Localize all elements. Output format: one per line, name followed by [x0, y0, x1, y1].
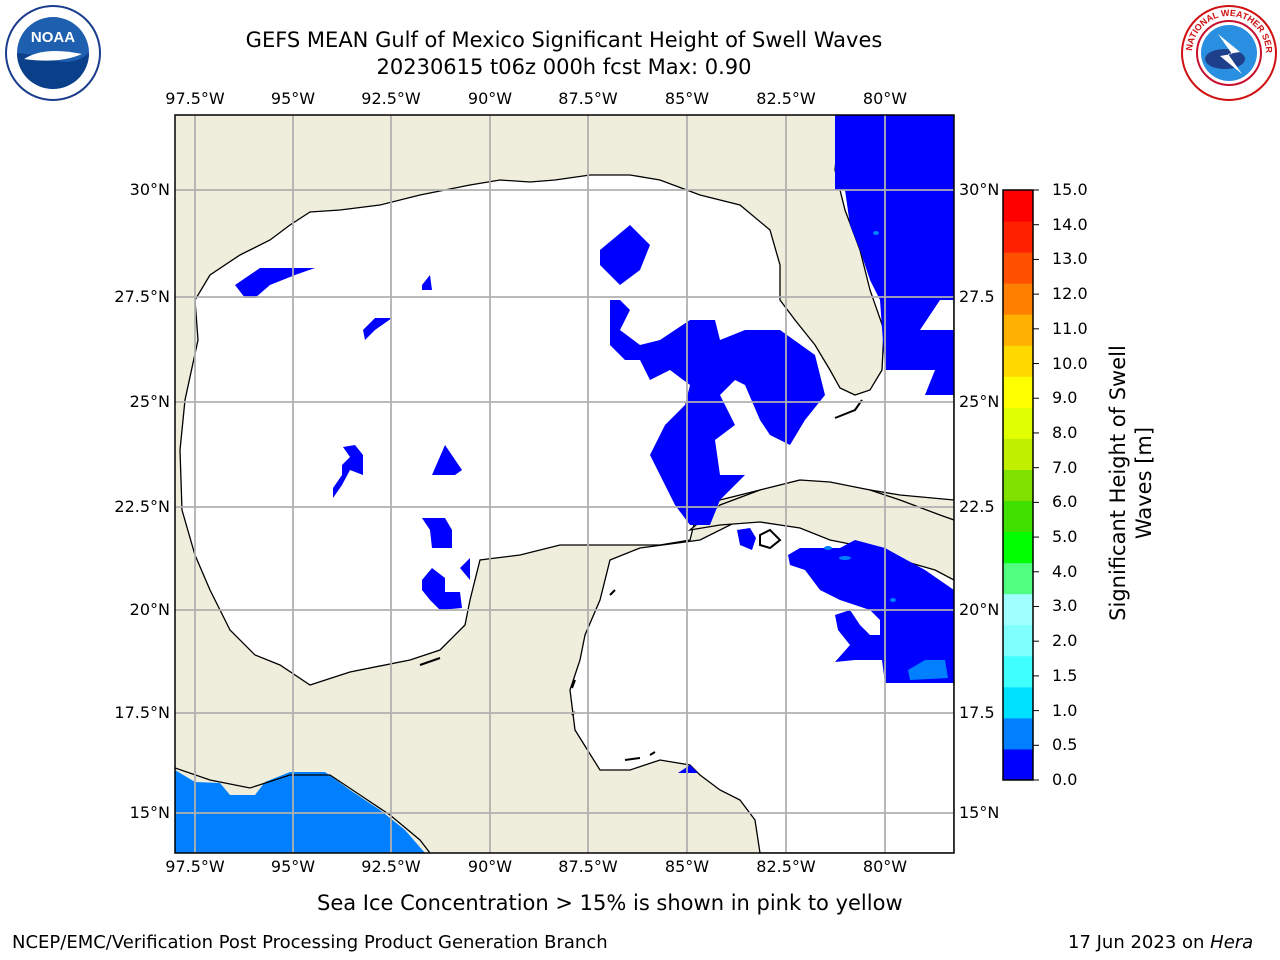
lon-tick-label-top: 87.5°W — [558, 89, 618, 108]
swell-contours — [235, 115, 954, 773]
lon-tick-label-bottom: 90°W — [467, 857, 513, 876]
lon-tick-label-bottom: 87.5°W — [558, 857, 618, 876]
lon-tick-label-bottom: 80°W — [862, 857, 908, 876]
noaa-logo-text: NOAA — [31, 29, 75, 46]
colorbar-segment — [1003, 376, 1033, 408]
lon-tick-label-bottom: 85°W — [664, 857, 710, 876]
colorbar-tick-label: 4.0 — [1052, 561, 1078, 581]
chart-subtitle: 20230615 t06z 000h fcst Max: 0.90 — [376, 55, 752, 79]
colorbar-label: Significant Height of Swell Waves [m] — [1106, 345, 1156, 621]
graticule — [175, 115, 954, 853]
colorbar-segment — [1003, 407, 1033, 439]
colorbar-tick-label: 1.0 — [1052, 700, 1078, 720]
lon-tick-label-top: 80°W — [862, 89, 908, 108]
colorbar-segment — [1003, 438, 1033, 470]
colorbar-tick-label: 1.5 — [1052, 665, 1078, 685]
lon-tick-label-bottom: 92.5°W — [361, 857, 421, 876]
colorbar-segment — [1003, 717, 1033, 750]
colorbar-segment — [1003, 345, 1033, 377]
colorbar-segment — [1003, 624, 1033, 657]
lat-tick-label-right: 22.5 — [959, 497, 995, 516]
lon-tick-label-bottom: 97.5°W — [165, 857, 225, 876]
colorbar-tick-label: 9.0 — [1052, 388, 1078, 408]
colorbar-segment — [1003, 469, 1033, 502]
colorbar-frame — [1002, 189, 1034, 781]
colorbar-tick-label: 10.0 — [1052, 353, 1088, 373]
lat-tick-label-right: 30°N — [959, 180, 1000, 199]
lat-tick-label-left: 15°N — [129, 803, 170, 822]
lat-tick-label-right: 17.5 — [959, 703, 995, 722]
colorbar-tick-label: 7.0 — [1052, 457, 1078, 477]
colorbar — [1002, 189, 1039, 781]
colorbar-tick-label: 8.0 — [1052, 422, 1078, 442]
gulf-water — [179, 115, 954, 686]
colorbar-segment — [1003, 252, 1033, 284]
lat-tick-label-left: 20°N — [129, 600, 170, 619]
lat-tick-label-right: 15°N — [959, 803, 1000, 822]
lon-tick-label-top: 90°W — [467, 89, 513, 108]
colorbar-tick-label: 0.5 — [1052, 735, 1078, 755]
colorbar-tick-label: 6.0 — [1052, 492, 1078, 512]
colorbar-segment — [1003, 562, 1033, 595]
colorbar-tick-label: 15.0 — [1052, 180, 1088, 199]
footer-branch: NCEP/EMC/Verification Post Processing Pr… — [12, 932, 608, 953]
lon-tick-label-top: 85°W — [664, 89, 710, 108]
pacific-water — [175, 770, 425, 853]
colorbar-tick-label: 14.0 — [1052, 214, 1088, 234]
colorbar-tick-label: 13.0 — [1052, 249, 1088, 269]
colorbar-segment — [1003, 686, 1033, 719]
footer-date-text: 17 Jun 2023 on — [1068, 932, 1211, 953]
lon-tick-label-top: 95°W — [270, 89, 316, 108]
footer-date: 17 Jun 2023 on Hera — [1068, 932, 1253, 953]
colorbar-tick-label: 0.0 — [1052, 770, 1078, 789]
lon-tick-label-top: 97.5°W — [165, 89, 225, 108]
noaa-logo-icon: NOAA — [5, 5, 101, 101]
colorbar-tick-label: 3.0 — [1052, 596, 1078, 616]
colorbar-segment — [1003, 314, 1033, 346]
footer-host: Hera — [1210, 932, 1254, 953]
lat-tick-label-left: 27.5°N — [114, 287, 170, 306]
colorbar-tick-label: 12.0 — [1052, 284, 1088, 304]
colorbar-segment — [1003, 748, 1033, 781]
lat-tick-label-right: 20°N — [959, 600, 1000, 619]
lat-tick-label-left: 22.5°N — [114, 497, 170, 516]
colorbar-tick-label: 11.0 — [1052, 318, 1088, 338]
lat-tick-label-left: 25°N — [129, 392, 170, 411]
lon-tick-label-top: 92.5°W — [361, 89, 421, 108]
sea-ice-caption: Sea Ice Concentration > 15% is shown in … — [317, 891, 903, 915]
lon-tick-label-top: 82.5°W — [756, 89, 816, 108]
colorbar-tick-label: 5.0 — [1052, 527, 1078, 547]
colorbar-segment — [1003, 190, 1033, 222]
colorbar-tick-label: 2.0 — [1052, 631, 1078, 651]
colorbar-segment — [1003, 593, 1033, 626]
lat-tick-label-left: 17.5°N — [114, 703, 170, 722]
lat-tick-label-right: 25°N — [959, 392, 1000, 411]
colorbar-segment — [1003, 500, 1033, 533]
map-frame — [174, 114, 955, 854]
lon-tick-label-bottom: 82.5°W — [756, 857, 816, 876]
colorbar-segment — [1003, 221, 1033, 253]
lon-tick-label-bottom: 95°W — [270, 857, 316, 876]
colorbar-segment — [1003, 531, 1033, 564]
nws-logo-icon: NATIONAL WEATHER SERVICE — [1180, 4, 1277, 101]
lat-tick-label-right: 27.5 — [959, 287, 995, 306]
lat-tick-label-left: 30°N — [129, 180, 170, 199]
colorbar-segment — [1003, 283, 1033, 315]
colorbar-segment — [1003, 655, 1033, 688]
chart-title: GEFS MEAN Gulf of Mexico Significant Hei… — [245, 28, 883, 52]
